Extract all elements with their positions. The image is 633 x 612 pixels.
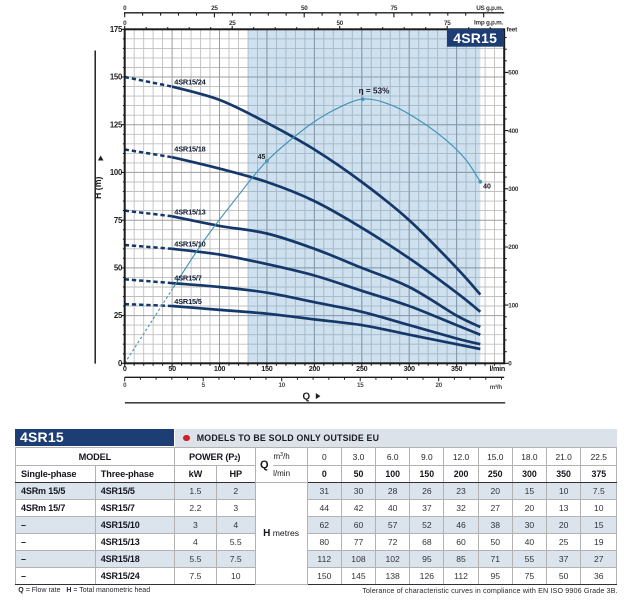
svg-text:500: 500	[508, 70, 519, 77]
svg-text:75: 75	[391, 5, 398, 12]
svg-text:45: 45	[258, 154, 266, 161]
svg-text:0: 0	[123, 5, 127, 12]
svg-text:η = 53%: η = 53%	[359, 87, 390, 96]
svg-text:250: 250	[356, 364, 367, 373]
svg-text:0: 0	[123, 364, 127, 373]
svg-text:4SR15: 4SR15	[453, 30, 497, 46]
svg-text:4SR15/5: 4SR15/5	[174, 297, 201, 306]
svg-text:0: 0	[118, 359, 123, 368]
svg-text:75: 75	[444, 20, 451, 27]
svg-text:4SR15/7: 4SR15/7	[174, 274, 201, 283]
svg-text:Imp g.p.m.: Imp g.p.m.	[474, 20, 503, 27]
svg-text:40: 40	[483, 184, 491, 191]
svg-text:100: 100	[110, 168, 123, 177]
svg-text:0: 0	[123, 382, 127, 389]
svg-text:Q: Q	[303, 391, 311, 402]
svg-text:0: 0	[508, 361, 512, 368]
svg-text:feet: feet	[507, 27, 519, 34]
svg-text:50: 50	[114, 264, 123, 273]
svg-text:50: 50	[301, 5, 308, 12]
svg-text:4SR15/10: 4SR15/10	[174, 239, 205, 248]
svg-text:125: 125	[110, 120, 123, 129]
svg-text:150: 150	[110, 73, 123, 82]
svg-text:150: 150	[261, 364, 272, 373]
svg-text:200: 200	[508, 244, 519, 251]
svg-text:4SR15/18: 4SR15/18	[174, 145, 205, 154]
svg-text:100: 100	[214, 364, 225, 373]
svg-text:50: 50	[336, 20, 343, 27]
svg-text:25: 25	[229, 20, 236, 27]
svg-text:25: 25	[114, 311, 123, 320]
svg-text:50: 50	[168, 364, 176, 373]
svg-text:H (m): H (m)	[93, 176, 103, 199]
svg-text:15: 15	[357, 382, 364, 389]
svg-text:0: 0	[123, 20, 127, 27]
svg-text:4SR15/13: 4SR15/13	[174, 207, 205, 216]
svg-text:350: 350	[451, 364, 462, 373]
svg-text:m³/h: m³/h	[490, 384, 503, 391]
svg-text:175: 175	[110, 25, 123, 34]
svg-text:25: 25	[211, 5, 218, 12]
svg-text:4SR15/24: 4SR15/24	[174, 77, 206, 86]
svg-text:400: 400	[508, 128, 519, 135]
svg-text:5: 5	[202, 382, 206, 389]
svg-text:10: 10	[278, 382, 285, 389]
svg-text:75: 75	[114, 216, 123, 225]
svg-text:100: 100	[508, 302, 519, 309]
svg-text:US g.p.m.: US g.p.m.	[476, 5, 503, 12]
svg-text:l/min: l/min	[489, 364, 505, 373]
svg-text:200: 200	[309, 364, 320, 373]
svg-text:300: 300	[404, 364, 415, 373]
svg-text:300: 300	[508, 186, 519, 193]
svg-text:20: 20	[435, 382, 442, 389]
